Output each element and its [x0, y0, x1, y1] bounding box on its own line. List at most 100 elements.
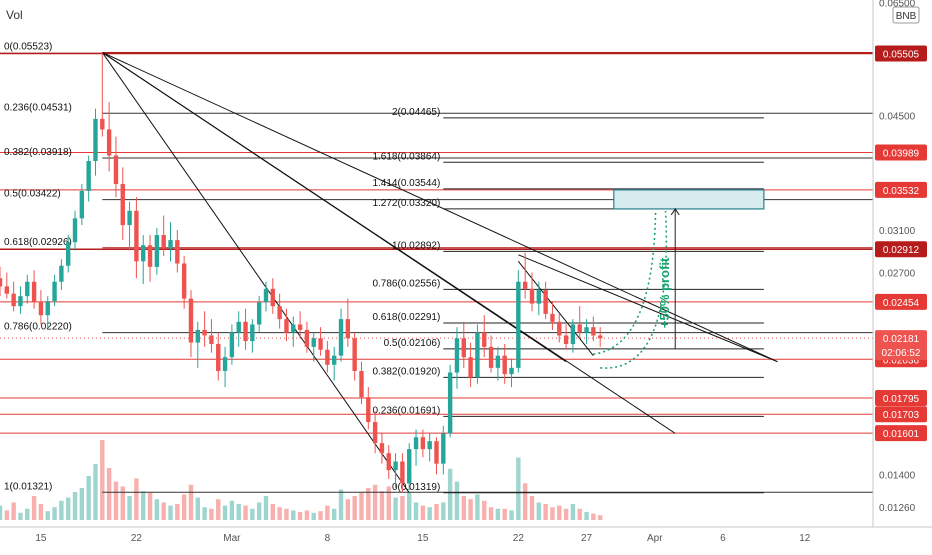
candle [188, 290, 194, 358]
volume-bar [141, 491, 146, 520]
candle [18, 286, 23, 314]
candle-body [236, 321, 241, 333]
fib-extension-label: 1(0.02892) [392, 240, 440, 251]
level-price-tag [875, 144, 927, 161]
fib-retracement-label: 0.786(0.02220) [4, 322, 72, 333]
candle [25, 274, 30, 304]
candle [502, 343, 507, 384]
candle-body [188, 298, 194, 343]
price-tick-label: 0.01400 [879, 470, 916, 481]
target-zone[interactable] [613, 189, 765, 210]
candle [482, 315, 487, 358]
candle-body [4, 286, 10, 294]
volume-bar [0, 505, 3, 520]
price-tick-label: 0.04500 [879, 111, 916, 122]
candle [66, 235, 71, 273]
candle [529, 272, 535, 312]
volume-bar [18, 512, 23, 520]
volume-bar [45, 511, 50, 520]
candle-body [488, 346, 494, 368]
candle [141, 235, 146, 285]
candle-body [202, 329, 207, 336]
candle-body [0, 278, 3, 287]
fib-extension-label: 0.5(0.02106) [384, 338, 441, 349]
candle [181, 255, 187, 309]
candle-body [59, 265, 64, 282]
currency-badge[interactable] [892, 6, 920, 24]
candle-body [270, 288, 276, 307]
trend-line[interactable] [101, 52, 410, 494]
candle-body [420, 437, 426, 450]
candle [379, 433, 385, 464]
fib-extension-label: 1.414(0.03544) [372, 178, 440, 189]
fib-extension-label: 0(0.01319) [392, 482, 440, 493]
volume-bar [468, 499, 473, 520]
candle-body [154, 235, 160, 267]
candle-body [550, 313, 555, 322]
candle-body [591, 327, 596, 336]
candle [420, 429, 426, 458]
candle-body [18, 296, 23, 307]
candle-body [93, 118, 98, 162]
candle-body [345, 319, 351, 339]
candle [536, 281, 542, 316]
candle [284, 308, 289, 342]
candle [0, 266, 3, 297]
volume-bar [584, 512, 589, 520]
volume-bar [488, 507, 494, 520]
candle [79, 184, 85, 226]
candle-body [379, 443, 385, 454]
candle [550, 301, 555, 330]
candle-body [120, 184, 125, 226]
trend-line[interactable] [102, 51, 778, 363]
candle-body [168, 240, 173, 249]
candle-body [11, 293, 16, 307]
candle-body [434, 441, 439, 464]
candle-body [277, 306, 282, 320]
candle [209, 319, 214, 353]
candle [331, 346, 337, 381]
level-price-label: 0.05505 [883, 49, 920, 60]
volume-bar [495, 508, 501, 520]
candle [543, 281, 548, 320]
candle-body [147, 245, 153, 267]
candle-body [141, 245, 146, 262]
volume-bar [79, 488, 85, 520]
candle-body [366, 397, 371, 423]
candle-body [563, 335, 569, 344]
candle [168, 222, 173, 262]
volume-bar [563, 508, 569, 520]
time-tick-label: 8 [325, 533, 331, 544]
candle [461, 321, 466, 368]
trend-line[interactable] [518, 254, 778, 363]
volume-bar [86, 476, 91, 520]
level-price-label: 0.02912 [883, 245, 920, 256]
candle [434, 437, 439, 475]
current-price-label: 0.02181 [883, 334, 920, 345]
candle-body [407, 449, 412, 484]
candle-body [529, 288, 535, 304]
candle [256, 296, 262, 333]
candle-body [181, 263, 187, 299]
candle-body [393, 461, 398, 471]
candle [447, 364, 453, 438]
candle [372, 411, 378, 454]
candle [441, 425, 446, 475]
trend-line[interactable] [517, 260, 594, 356]
candle [366, 387, 371, 430]
volume-bar [270, 504, 276, 520]
candle-body [113, 155, 119, 185]
candle [591, 316, 596, 342]
fib-extension-label: 2(0.04465) [392, 107, 440, 118]
volume-bar [134, 478, 139, 520]
volume-bar [325, 505, 330, 520]
volume-bar [291, 510, 296, 520]
volume-bar [100, 440, 105, 520]
time-tick-label: 12 [799, 533, 811, 544]
volume-bar [447, 468, 453, 520]
candle-body [284, 319, 289, 333]
trend-line[interactable] [102, 52, 676, 434]
